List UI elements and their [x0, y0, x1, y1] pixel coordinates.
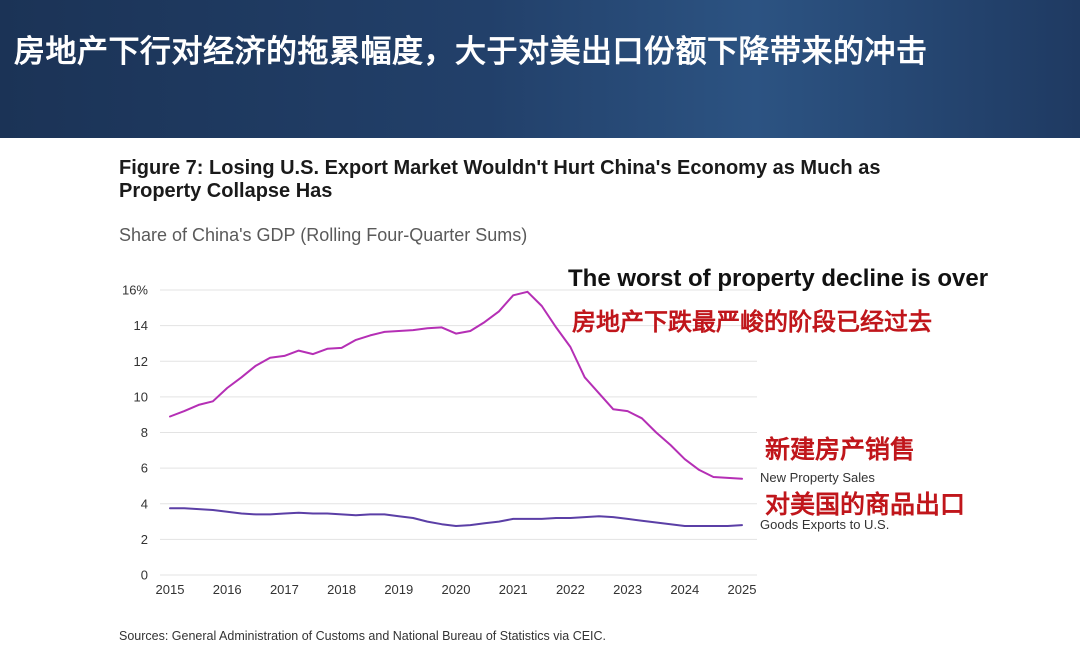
series-line-property: [169, 290, 743, 480]
y-tick-label: 10: [134, 389, 148, 404]
x-tick-label: 2018: [327, 582, 356, 597]
x-tick-label: 2015: [156, 582, 185, 597]
x-tick-label: 2016: [213, 582, 242, 597]
annotation-exports-cn: 对美国的商品出口: [765, 490, 966, 519]
banner-title: 房地产下行对经济的拖累幅度，大于对美出口份额下降带来的冲击: [14, 34, 928, 70]
y-tick-label: 8: [141, 425, 148, 440]
series-label-exports: Goods Exports to U.S.: [760, 517, 890, 532]
y-tick-label: 12: [134, 354, 148, 369]
x-tick-label: 2021: [499, 582, 528, 597]
figure-subtitle: Share of China's GDP (Rolling Four-Quart…: [119, 225, 528, 245]
header-banner: 房地产下行对经济的拖累幅度，大于对美出口份额下降带来的冲击: [0, 0, 1080, 138]
x-tick-label: 2017: [270, 582, 299, 597]
figure-title: Figure 7: Losing U.S. Export Market Woul…: [119, 157, 881, 202]
x-tick-label: 2025: [728, 582, 757, 597]
x-tick-label: 2023: [613, 582, 642, 597]
source-note: Sources: General Administration of Custo…: [119, 629, 607, 643]
series-line-exports: [169, 507, 743, 527]
y-tick-label: 0: [141, 568, 148, 583]
y-tick-label: 2: [141, 532, 148, 547]
annotation-headline-en: The worst of property decline is over: [568, 265, 989, 292]
annotation-property-cn: 新建房产销售: [765, 435, 916, 464]
y-tick-label: 14: [134, 318, 148, 333]
y-tick-label: 6: [141, 461, 148, 476]
x-tick-label: 2024: [670, 582, 699, 597]
x-tick-label: 2022: [556, 582, 585, 597]
y-tick-label: 16%: [122, 283, 148, 298]
y-tick-label: 4: [141, 496, 148, 511]
annotation-headline-cn: 房地产下跌最严峻的阶段已经过去: [572, 307, 932, 336]
series-label-property: New Property Sales: [760, 470, 875, 485]
x-tick-label: 2020: [442, 582, 471, 597]
x-tick-label: 2019: [384, 582, 413, 597]
